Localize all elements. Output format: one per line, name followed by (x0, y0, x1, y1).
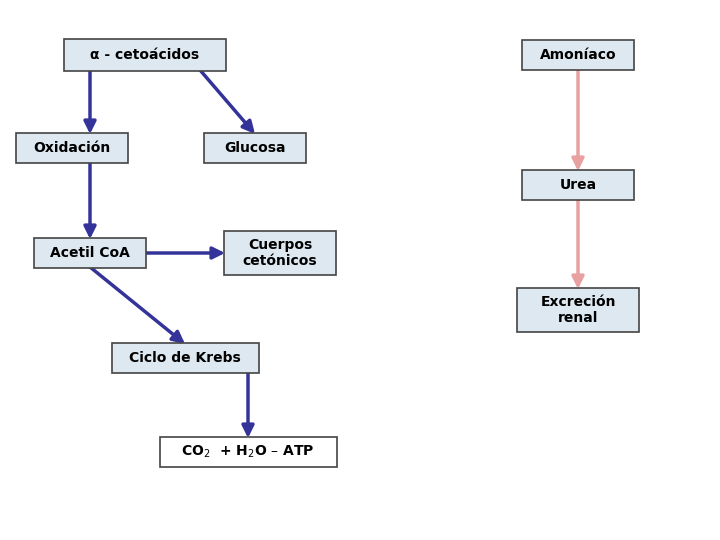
FancyBboxPatch shape (517, 288, 639, 332)
FancyBboxPatch shape (112, 343, 258, 373)
Text: Urea: Urea (559, 178, 597, 192)
FancyBboxPatch shape (204, 133, 306, 163)
Text: α - cetoácidos: α - cetoácidos (91, 48, 199, 62)
Text: Acetil CoA: Acetil CoA (50, 246, 130, 260)
FancyBboxPatch shape (522, 40, 634, 70)
Text: CO$_2$  + H$_2$O – ATP: CO$_2$ + H$_2$O – ATP (181, 444, 315, 460)
FancyBboxPatch shape (64, 39, 226, 71)
FancyBboxPatch shape (224, 231, 336, 275)
Text: Oxidación: Oxidación (33, 141, 111, 155)
Text: Cuerpos
cetónicos: Cuerpos cetónicos (243, 238, 318, 268)
Text: Excreción
renal: Excreción renal (540, 295, 616, 325)
FancyBboxPatch shape (522, 170, 634, 200)
FancyBboxPatch shape (160, 437, 336, 467)
FancyBboxPatch shape (16, 133, 128, 163)
Text: Glucosa: Glucosa (224, 141, 286, 155)
Text: Ciclo de Krebs: Ciclo de Krebs (129, 351, 241, 365)
FancyBboxPatch shape (34, 238, 146, 268)
Text: Amoníaco: Amoníaco (540, 48, 616, 62)
